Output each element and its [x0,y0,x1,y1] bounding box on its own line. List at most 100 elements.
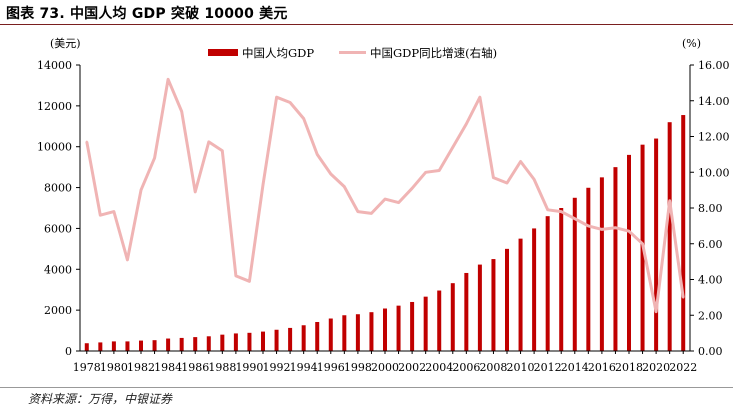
point-gdp-growth [356,210,360,213]
bar-gdp-per-capita [423,296,428,351]
bar-gdp-per-capita [220,334,225,351]
point-gdp-growth [370,212,373,215]
right-tick-label: 16.00 [698,59,730,72]
bar-gdp-per-capita [477,264,482,351]
right-tick-label: 4.00 [698,274,723,287]
point-gdp-growth [343,185,346,188]
left-tick-label: 0 [65,345,72,358]
point-gdp-growth [221,149,224,152]
source-note: 资料来源：万得，中银证券 [28,392,173,406]
x-tick-label: 2020 [642,361,670,374]
right-tick-label: 2.00 [698,309,723,322]
source-rule [0,387,733,388]
bar-gdp-per-capita [315,321,320,351]
bar-gdp-per-capita [166,338,171,351]
point-gdp-growth [180,110,183,113]
bar-gdp-per-capita [152,340,157,351]
point-gdp-growth [410,187,414,190]
point-gdp-growth [248,280,251,283]
x-tick-label: 1996 [317,361,345,374]
bar-gdp-per-capita [98,342,103,351]
bar-gdp-per-capita [111,341,116,351]
point-gdp-growth [139,188,143,192]
x-tick-label: 2000 [371,361,399,374]
point-gdp-growth [153,156,156,160]
bar-gdp-per-capita [572,197,577,351]
bar-gdp-per-capita [125,341,130,351]
left-tick-label: 12000 [37,100,72,113]
right-tick-label: 10.00 [698,166,730,179]
x-tick-label: 1980 [100,361,128,374]
bar-gdp-per-capita [586,187,591,351]
bar-gdp-per-capita [559,208,564,351]
legend-label-gdp-growth: 中国GDP同比增速(右轴) [370,46,497,60]
x-tick-label: 2010 [507,361,535,374]
point-gdp-growth [532,178,536,181]
x-tick-label: 1990 [235,361,263,374]
bar-gdp-per-capita [288,327,293,351]
title-rule [0,24,733,25]
bar-gdp-per-capita [261,331,265,351]
point-gdp-growth [302,117,305,120]
bar-gdp-per-capita [139,340,143,351]
x-tick-label: 2012 [534,361,562,374]
point-gdp-growth [478,95,482,99]
point-gdp-growth [275,95,278,99]
point-gdp-growth [112,210,116,213]
left-tick-label: 10000 [37,141,72,154]
bar-gdp-per-capita [627,154,631,351]
bar-gdp-per-capita [383,308,387,351]
bar-gdp-per-capita [681,115,686,351]
bar-gdp-per-capita [667,122,672,351]
point-gdp-growth [316,153,319,156]
x-tick-label: 1978 [73,361,101,374]
x-tick-label: 2006 [452,361,480,374]
x-tick-label: 2002 [398,361,426,374]
left-tick-label: 6000 [44,222,72,235]
left-tick-label: 4000 [44,263,72,276]
point-gdp-growth [560,210,563,213]
point-gdp-growth [587,224,590,228]
line-gdp-growth [85,77,685,314]
point-gdp-growth [424,171,427,174]
bar-gdp-per-capita [599,177,604,351]
right-tick-label: 8.00 [698,202,723,215]
x-tick-label: 1994 [290,361,318,374]
point-gdp-growth [573,217,576,220]
x-tick-label: 2014 [561,361,589,374]
bar-gdp-per-capita [301,325,306,351]
point-gdp-growth [627,230,631,233]
bar-gdp-per-capita [396,305,401,351]
point-gdp-growth [166,78,170,81]
point-gdp-growth [438,169,441,172]
point-gdp-growth [654,310,658,313]
bar-gdp-per-capita [233,333,238,351]
bar-gdp-per-capita [437,290,442,351]
x-tick-label: 1982 [127,361,155,374]
right-axis-unit: (%) [682,37,701,50]
bar-gdp-per-capita [179,337,184,351]
point-gdp-growth [207,140,210,144]
point-gdp-growth [99,213,102,217]
point-gdp-growth [85,140,88,144]
x-tick-label: 1992 [263,361,291,374]
left-tick-label: 8000 [44,182,72,195]
point-gdp-growth [492,176,495,179]
bar-gdp-per-capita [545,216,550,351]
bar-gdp-per-capita [193,337,198,351]
point-gdp-growth [600,228,604,231]
point-gdp-growth [505,181,509,185]
bar-gdp-per-capita [613,167,618,351]
bar-gdp-per-capita [532,228,537,351]
point-gdp-growth [261,183,265,186]
bar-gdp-per-capita [84,343,89,351]
point-gdp-growth [329,172,332,176]
left-axis-unit: (美元) [50,37,81,50]
left-tick-label: 14000 [37,59,72,72]
point-gdp-growth [234,274,238,278]
point-gdp-growth [614,226,617,229]
right-tick-label: 12.00 [698,131,730,144]
point-gdp-growth [288,101,292,104]
x-tick-label: 1986 [181,361,209,374]
point-gdp-growth [682,296,685,299]
